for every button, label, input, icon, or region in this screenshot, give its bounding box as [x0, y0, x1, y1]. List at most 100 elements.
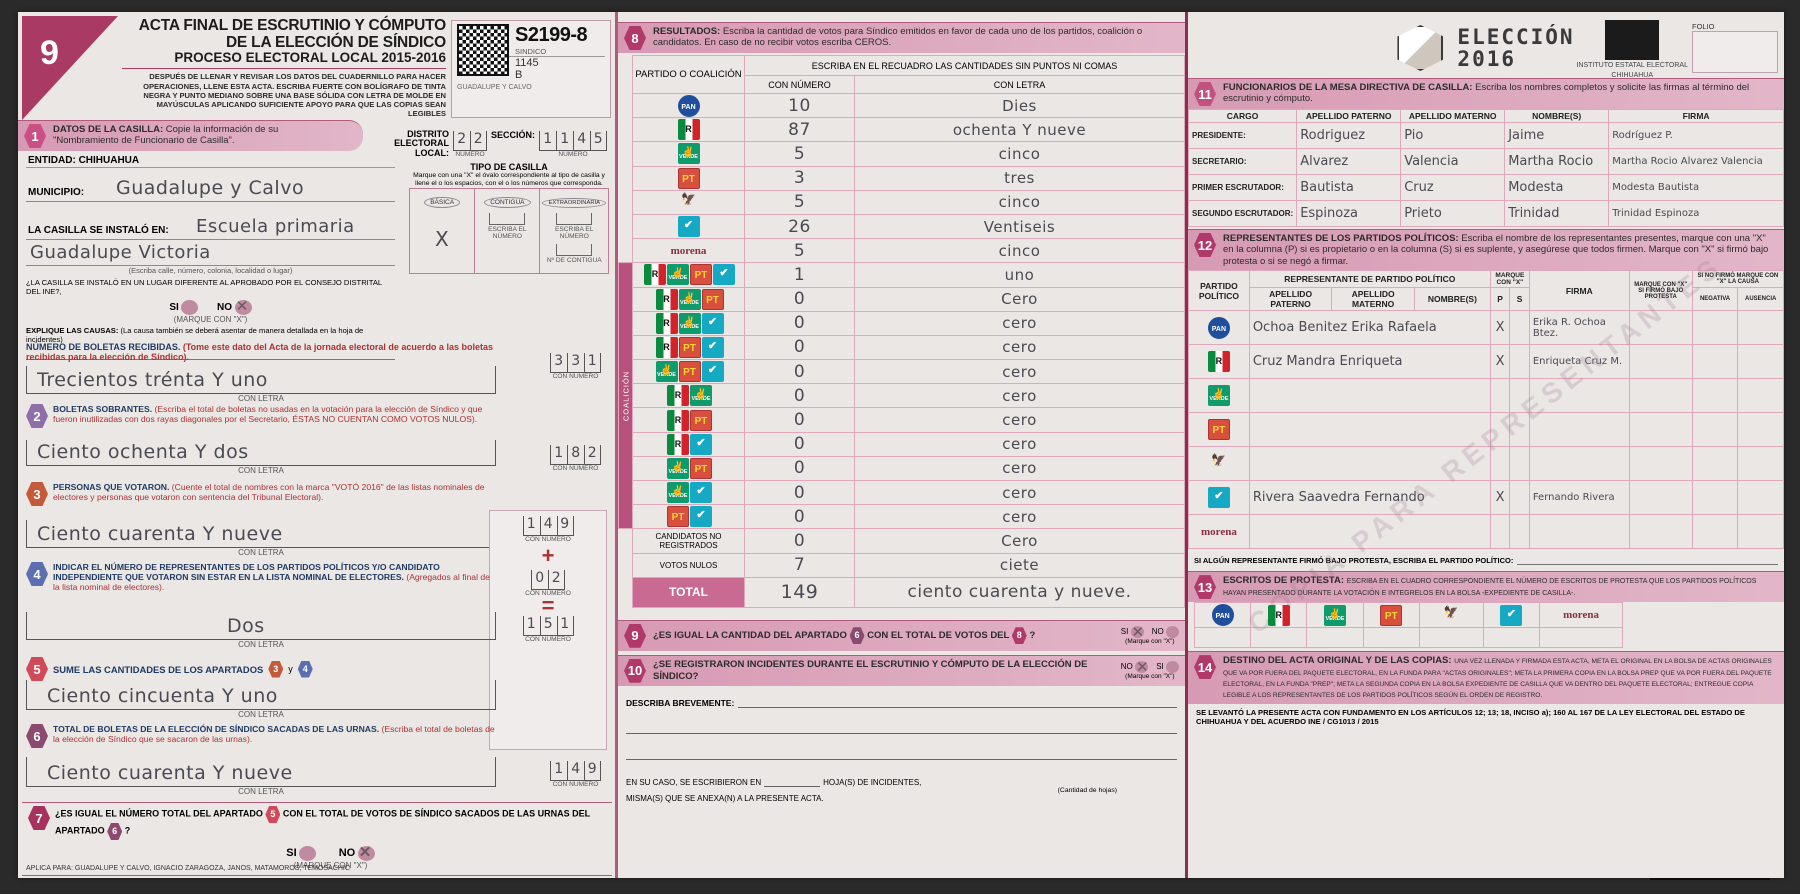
representante-negativa-checkbox[interactable] — [1691, 514, 1739, 550]
escritos-party-count[interactable] — [1250, 627, 1308, 649]
calc-s3-d0[interactable]: 1 — [522, 516, 540, 536]
results-row-number[interactable]: 26 — [744, 213, 855, 240]
funcionario-paterno[interactable]: Alvarez — [1296, 148, 1402, 175]
representante-s-checkbox[interactable] — [1509, 480, 1530, 516]
representante-ausencia-checkbox[interactable] — [1737, 310, 1784, 346]
results-row-number[interactable]: 3 — [744, 165, 855, 191]
distrito-digit-0[interactable]: 2 — [452, 131, 470, 152]
section-4-letters[interactable]: Dos — [227, 615, 265, 637]
calc-s5-d0[interactable]: 1 — [522, 615, 540, 636]
tipo-extra-contigua-input[interactable] — [556, 243, 593, 256]
results-row-letters[interactable]: cinco — [854, 141, 1185, 167]
results-row-number[interactable]: 87 — [744, 117, 855, 143]
s6-digit-1[interactable]: 4 — [567, 761, 584, 781]
funcionario-materno[interactable]: Valencia — [1400, 148, 1506, 175]
boletas-recibidas-letters[interactable]: Trecientos trénta Y uno — [37, 369, 268, 391]
escritos-party-count[interactable] — [1538, 627, 1624, 649]
instalo-field-line2[interactable]: Guadalupe Victoria — [26, 242, 395, 266]
section-5-letters-field[interactable]: Ciento cincuenta Y uno CON LETRA — [26, 680, 496, 719]
representante-protesta-checkbox[interactable] — [1628, 344, 1693, 380]
representante-firma[interactable] — [1528, 412, 1630, 448]
representante-protesta-checkbox[interactable] — [1628, 480, 1693, 516]
results-row-letters[interactable]: ochenta Y nueve — [854, 117, 1185, 143]
causas-input[interactable] — [26, 344, 395, 360]
folio-right-input[interactable] — [1692, 31, 1778, 73]
votos-nulos-number[interactable]: 7 — [744, 552, 855, 578]
representante-firma[interactable] — [1528, 514, 1630, 550]
instalo-value-1[interactable]: Escuela primaria — [196, 216, 355, 237]
results-row-letters[interactable]: cinco — [854, 189, 1185, 215]
section-3-letters-field[interactable]: Ciento cuarenta Y nueve CON LETRA — [26, 520, 496, 557]
municipio-value[interactable]: Guadalupe y Calvo — [116, 177, 305, 199]
br-digit-2[interactable]: 1 — [584, 353, 601, 373]
no-option-sec1[interactable] — [234, 297, 252, 315]
tipo-option-contigua[interactable]: CONTIGUA ESCRIBA EL NÚMERO — [475, 188, 541, 273]
representante-protesta-checkbox[interactable] — [1628, 446, 1693, 482]
representante-name[interactable]: Ochoa Benitez Erika Rafaela — [1248, 310, 1491, 346]
results-row-letters[interactable]: cinco — [854, 238, 1185, 264]
hojas-input[interactable] — [764, 774, 821, 787]
funcionario-paterno[interactable]: Bautista — [1296, 174, 1402, 201]
representante-s-checkbox[interactable] — [1509, 344, 1530, 380]
representante-p-checkbox[interactable] — [1489, 378, 1511, 414]
no-option-sec10[interactable] — [1134, 658, 1149, 676]
representante-ausencia-checkbox[interactable] — [1737, 412, 1784, 448]
calc-s4-d1[interactable]: 2 — [548, 570, 565, 590]
results-row-number[interactable]: 0 — [744, 334, 855, 361]
representante-firma[interactable]: Erika R. Ochoa Btez. — [1528, 310, 1630, 346]
br-digit-1[interactable]: 3 — [567, 353, 584, 373]
s6-digit-2[interactable]: 9 — [584, 761, 601, 781]
representante-protesta-checkbox[interactable] — [1628, 514, 1693, 550]
describa-input[interactable] — [738, 694, 1177, 708]
boletas-recibidas-number[interactable]: 3 3 1 CON NÚMERO — [550, 352, 601, 380]
representante-name[interactable] — [1248, 412, 1491, 448]
seccion-digit-0[interactable]: 1 — [539, 131, 556, 152]
results-row-letters[interactable]: Ventiseis — [854, 213, 1185, 240]
results-row-letters[interactable]: Dies — [854, 92, 1185, 119]
escritos-party-count[interactable] — [1418, 627, 1484, 649]
representante-name[interactable]: Rivera Saavedra Fernando — [1248, 480, 1491, 516]
br-digit-0[interactable]: 3 — [550, 353, 567, 373]
total-letters[interactable]: ciento cuarenta y nueve. — [854, 576, 1185, 608]
seccion-input[interactable]: 1 1 4 5 — [539, 131, 607, 152]
representante-s-checkbox[interactable] — [1509, 514, 1530, 550]
tipo-basica-mark[interactable]: X — [435, 226, 450, 251]
representante-ausencia-checkbox[interactable] — [1737, 446, 1784, 482]
representante-firma[interactable]: Fernando Rivera — [1528, 480, 1630, 516]
results-row-letters[interactable]: cero — [854, 383, 1185, 409]
representante-s-checkbox[interactable] — [1509, 310, 1530, 346]
instalo-field-line1[interactable]: LA CASILLA SE INSTALÓ EN: Escuela primar… — [26, 216, 395, 240]
funcionario-materno[interactable]: Cruz — [1400, 174, 1506, 201]
results-row-letters[interactable]: uno — [854, 262, 1185, 288]
section-3-letters[interactable]: Ciento cuarenta Y nueve — [37, 523, 283, 545]
representante-negativa-checkbox[interactable] — [1691, 344, 1739, 380]
representante-protesta-checkbox[interactable] — [1628, 310, 1693, 346]
results-row-number[interactable]: 5 — [744, 238, 855, 264]
total-number[interactable]: 149 — [744, 576, 855, 608]
results-row-letters[interactable]: cero — [854, 359, 1185, 385]
section-2-letters-field[interactable]: Ciento ochenta Y dos CON LETRA — [26, 440, 496, 475]
funcionario-paterno[interactable]: Espinoza — [1296, 200, 1402, 227]
results-row-number[interactable]: 0 — [744, 431, 855, 457]
representante-p-checkbox[interactable] — [1489, 514, 1511, 550]
representante-negativa-checkbox[interactable] — [1691, 446, 1739, 482]
si-option-sec7[interactable] — [299, 846, 317, 862]
escritos-party-count[interactable] — [1482, 627, 1540, 649]
results-row-number[interactable]: 0 — [744, 407, 855, 433]
escritos-party-count[interactable] — [1193, 627, 1252, 649]
representante-ausencia-checkbox[interactable] — [1737, 378, 1784, 414]
representante-p-checkbox[interactable] — [1489, 446, 1511, 482]
funcionario-nombres[interactable]: Jaime — [1504, 122, 1610, 149]
representante-name[interactable] — [1248, 514, 1491, 550]
funcionario-materno[interactable]: Prieto — [1400, 200, 1506, 227]
section-2-number[interactable]: 1 8 2 CON NÚMERO — [550, 444, 601, 472]
describa-input-line2[interactable] — [626, 720, 1177, 734]
funcionario-nombres[interactable]: Martha Rocio — [1504, 148, 1610, 175]
funcionario-nombres[interactable]: Trinidad — [1504, 200, 1610, 227]
no-registrados-number[interactable]: 0 — [744, 528, 855, 554]
funcionario-firma[interactable]: Martha Rocio Alvarez Valencia — [1608, 148, 1784, 175]
calc-s4[interactable]: 0 2 CON NÚMERO — [490, 569, 606, 597]
results-row-letters[interactable]: cero — [854, 455, 1185, 482]
tipo-option-basica[interactable]: BÁSICA X — [410, 188, 476, 273]
representante-p-checkbox[interactable]: X — [1489, 344, 1511, 380]
